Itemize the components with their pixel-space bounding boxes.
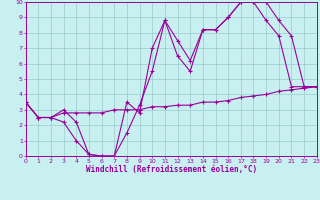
X-axis label: Windchill (Refroidissement éolien,°C): Windchill (Refroidissement éolien,°C) [86,165,257,174]
